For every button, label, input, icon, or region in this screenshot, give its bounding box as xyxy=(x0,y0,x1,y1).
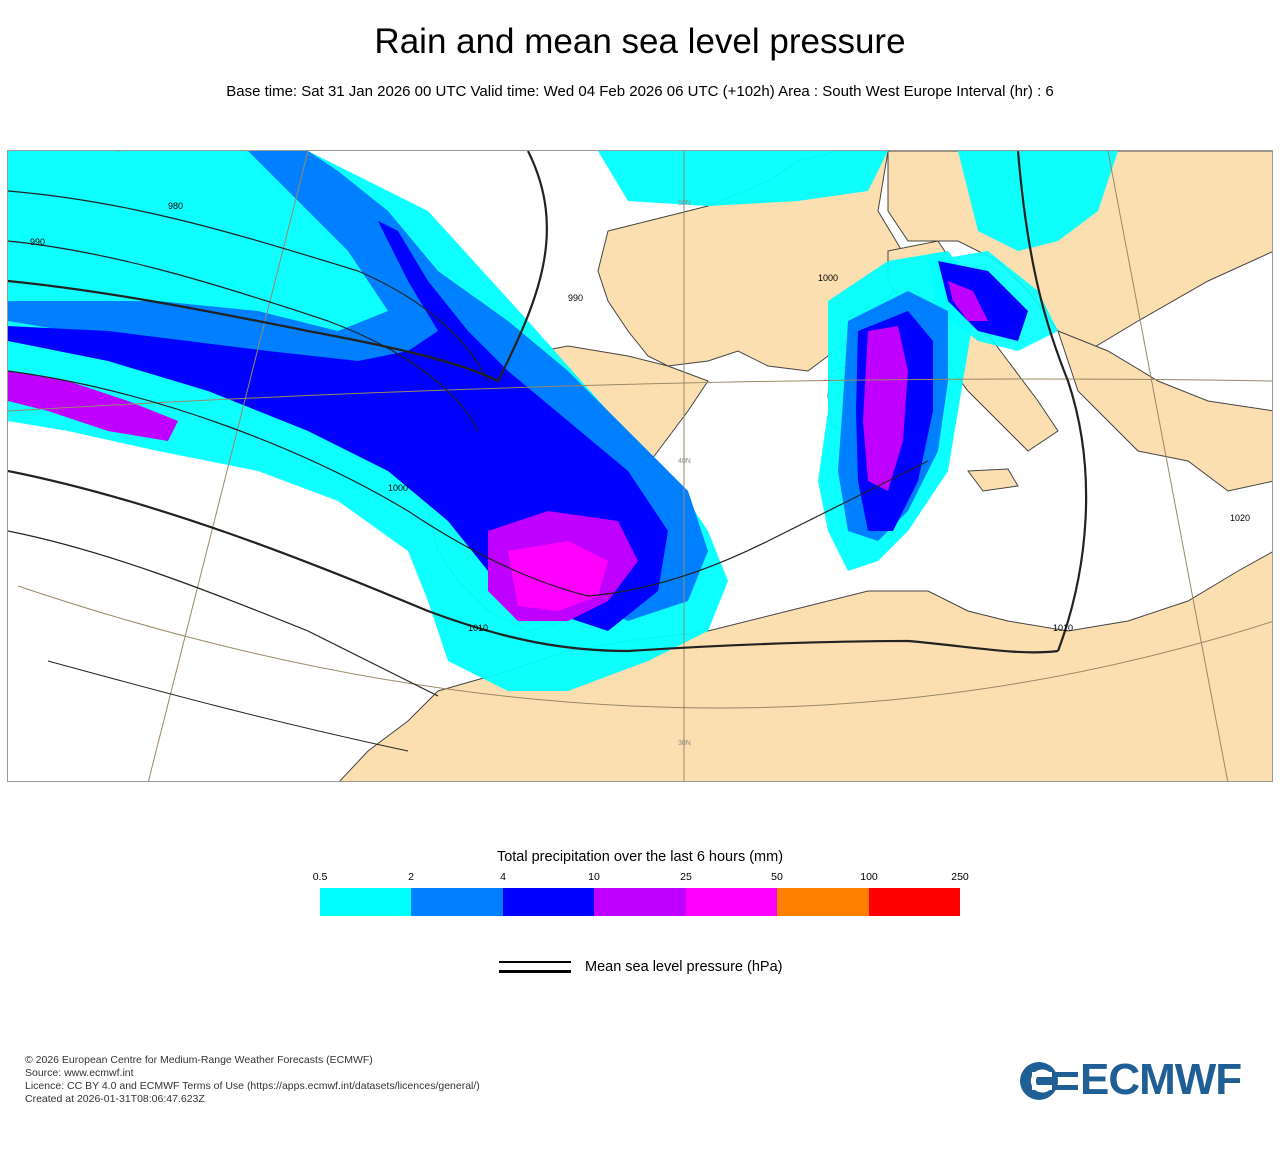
isobar-label-group: 980 990 990 1000 1000 1010 1010 1020 xyxy=(30,201,1250,633)
isobar-label: 990 xyxy=(30,237,45,247)
isobar-label: 990 xyxy=(568,293,583,303)
isobar-990-thick xyxy=(8,151,548,383)
scale-swatch xyxy=(777,888,870,916)
source-line: Source: www.ecmwf.int xyxy=(25,1067,134,1079)
scale-tick: 2 xyxy=(408,871,414,883)
page-subtitle: Base time: Sat 31 Jan 2026 00 UTC Valid … xyxy=(226,83,1054,100)
msl-line-thin xyxy=(499,961,571,963)
graticule-label-group: 40N 30N 50N xyxy=(678,200,691,747)
graticule-label: 30N xyxy=(678,740,691,747)
isobar-1000 xyxy=(8,370,769,597)
isobar-1020 xyxy=(8,530,439,697)
scale-swatch xyxy=(503,888,595,916)
land-sicily xyxy=(967,468,1019,492)
scale-tick: 4 xyxy=(500,871,506,883)
copyright-line: © 2026 European Centre for Medium-Range … xyxy=(25,1054,373,1066)
land-balkans xyxy=(1057,330,1272,492)
isobar-center xyxy=(47,660,409,752)
page-title: Rain and mean sea level pressure xyxy=(374,22,906,61)
graticule xyxy=(8,151,1272,781)
isobars xyxy=(8,151,1088,752)
meridian-west xyxy=(147,151,309,781)
graticule-label: 40N xyxy=(678,458,691,465)
isobar-1010 xyxy=(8,469,1059,654)
msl-line-thick xyxy=(499,970,571,973)
licence-line: Licence: CC BY 4.0 and ECMWF Terms of Us… xyxy=(25,1080,480,1092)
parallel-mid xyxy=(8,378,1272,412)
precip-darkblue-east xyxy=(938,261,1028,341)
scale-tick: 10 xyxy=(588,871,600,883)
scale-tick: 0.5 xyxy=(312,871,328,883)
legend-title: Total precipitation over the last 6 hour… xyxy=(496,849,784,865)
map-svg: 980 990 990 1000 1000 1010 1010 1020 40N… xyxy=(8,151,1272,781)
precip-cyan-north xyxy=(598,151,888,206)
parallel-south xyxy=(17,585,1272,709)
msl-legend-label: Mean sea level pressure (hPa) xyxy=(585,959,783,975)
isobar-980 xyxy=(8,190,489,382)
forecast-map: 980 990 990 1000 1000 1010 1010 1020 40N… xyxy=(7,150,1273,782)
isobar-label: 1020 xyxy=(1230,513,1250,523)
precip-layer xyxy=(8,151,1118,691)
precip-magenta-iberia xyxy=(508,541,608,611)
isobar-1010-east xyxy=(1016,151,1088,652)
scale-swatch xyxy=(411,888,504,916)
precip-cyan-east xyxy=(958,151,1118,251)
created-line: Created at 2026-01-31T08:06:47.623Z xyxy=(25,1093,205,1105)
scale-swatch xyxy=(869,888,960,916)
scale-tick: 250 xyxy=(951,871,969,883)
isobar-label: 980 xyxy=(168,201,183,211)
isobar-label: 1000 xyxy=(388,483,408,493)
isobar-label: 1010 xyxy=(1053,623,1073,633)
meridian-east xyxy=(1107,151,1229,781)
ecmwf-logo-text: ECMWF xyxy=(1080,1055,1242,1104)
footer-credits: © 2026 European Centre for Medium-Range … xyxy=(25,1054,480,1106)
precip-magenta-central xyxy=(863,326,908,491)
scale-swatch xyxy=(686,888,778,916)
isobar-label: 1010 xyxy=(468,623,488,633)
scale-swatch xyxy=(320,888,412,916)
scale-swatch xyxy=(594,888,687,916)
precip-colour-scale: 0.5 2 4 10 25 50 100 250 xyxy=(313,868,969,918)
precip-magenta-east xyxy=(948,281,988,321)
graticule-label: 50N xyxy=(678,200,691,207)
scale-tick: 25 xyxy=(680,871,692,883)
ecmwf-logo: ECMWF xyxy=(1018,1055,1258,1104)
isobar-990 xyxy=(8,240,479,432)
isobar-1000-east xyxy=(767,460,929,542)
isobar-label: 1000 xyxy=(818,273,838,283)
ecmwf-logo-icon xyxy=(1020,1062,1078,1100)
scale-tick: 100 xyxy=(860,871,878,883)
scale-tick: 50 xyxy=(771,871,783,883)
